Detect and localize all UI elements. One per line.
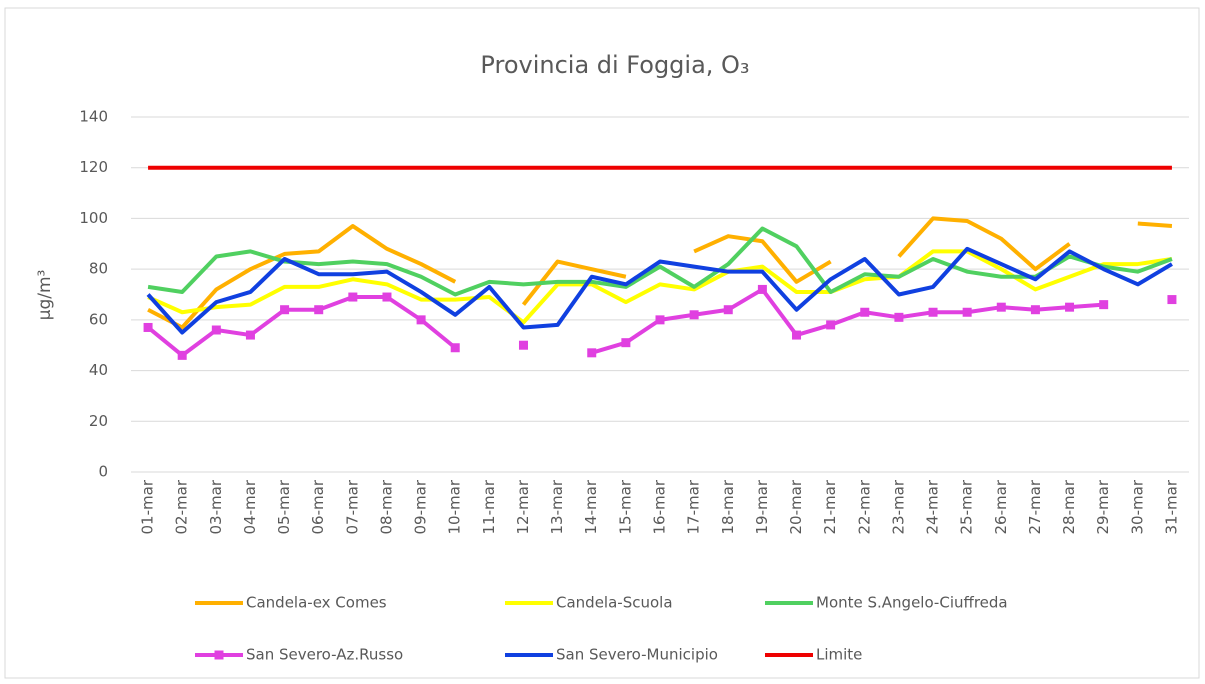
- point-marker: [382, 292, 392, 302]
- y-tick-label: 80: [89, 260, 108, 278]
- y-tick-label: 140: [79, 108, 108, 126]
- x-tick-label: 23-mar: [889, 479, 907, 534]
- x-tick-label: 05-mar: [275, 479, 293, 534]
- series-line: [147, 249, 1173, 325]
- point-marker: [245, 330, 255, 340]
- point-marker: [280, 305, 290, 315]
- point-marker: [621, 338, 631, 348]
- legend-label: Candela-Scuola: [556, 594, 673, 612]
- point-marker: [757, 284, 767, 294]
- x-tick-label: 08-mar: [377, 479, 395, 534]
- x-tick-label: 26-mar: [992, 479, 1010, 534]
- point-marker: [177, 350, 187, 360]
- series-line: [147, 216, 1173, 330]
- point-marker: [450, 343, 460, 353]
- point-marker: [348, 292, 358, 302]
- x-tick-label: 10-mar: [446, 479, 464, 534]
- x-tick-label: 24-mar: [924, 479, 942, 534]
- x-tick-label: 14-mar: [582, 479, 600, 534]
- point-marker: [416, 315, 426, 325]
- x-tick-label: 28-mar: [1060, 479, 1078, 534]
- x-tick-label: 01-mar: [139, 479, 157, 534]
- x-tick-label: 25-mar: [958, 479, 976, 534]
- point-marker: [314, 305, 324, 315]
- y-tick-label: 0: [98, 463, 108, 481]
- point-marker: [1167, 295, 1177, 305]
- point-marker: [962, 307, 972, 317]
- point-marker: [826, 320, 836, 330]
- chart-title: Provincia di Foggia, O₃: [480, 51, 749, 79]
- legend-label: Candela-ex Comes: [246, 594, 387, 612]
- legend-label: Limite: [816, 646, 862, 664]
- point-marker: [1065, 302, 1075, 312]
- point-marker: [723, 305, 733, 315]
- legend-label: San Severo-Az.Russo: [246, 646, 403, 664]
- y-tick-label: 20: [89, 412, 108, 430]
- x-tick-label: 29-mar: [1094, 479, 1112, 534]
- x-tick-label: 21-mar: [821, 479, 839, 534]
- x-tick-label: 22-mar: [855, 479, 873, 534]
- point-marker: [1030, 305, 1040, 315]
- x-tick-label: 19-mar: [753, 479, 771, 534]
- series-line: [146, 246, 1173, 335]
- point-marker: [860, 307, 870, 317]
- point-marker: [587, 348, 597, 358]
- y-tick-label: 120: [79, 158, 108, 176]
- x-tick-label: 17-mar: [685, 479, 703, 534]
- point-marker: [689, 310, 699, 320]
- x-tick-label: 09-mar: [412, 479, 430, 534]
- y-tick-label: 40: [89, 361, 108, 379]
- y-axis-label: µg/m³: [35, 270, 55, 321]
- x-tick-label: 13-mar: [548, 479, 566, 534]
- point-marker: [518, 340, 528, 350]
- x-tick-label: 30-mar: [1128, 479, 1146, 534]
- point-marker: [143, 322, 153, 332]
- legend-marker: [214, 650, 224, 660]
- point-marker: [928, 307, 938, 317]
- x-tick-label: 20-mar: [787, 479, 805, 534]
- x-tick-label: 07-mar: [343, 479, 361, 534]
- x-tick-label: 16-mar: [651, 479, 669, 534]
- y-tick-label: 60: [89, 310, 108, 328]
- point-marker: [211, 325, 221, 335]
- point-marker: [655, 315, 665, 325]
- x-tick-label: 15-mar: [616, 479, 634, 534]
- legend-label: Monte S.Angelo-Ciuffreda: [816, 594, 1008, 612]
- x-tick-label: 04-mar: [241, 479, 259, 534]
- x-tick-label: 11-mar: [480, 479, 498, 534]
- point-marker: [792, 330, 802, 340]
- x-tick-label: 31-mar: [1162, 479, 1180, 534]
- x-tick-label: 06-mar: [309, 479, 327, 534]
- point-marker: [996, 302, 1006, 312]
- x-tick-label: 12-mar: [514, 479, 532, 534]
- y-tick-label: 100: [79, 209, 108, 227]
- point-marker: [1099, 300, 1109, 310]
- x-tick-label: 27-mar: [1026, 479, 1044, 534]
- series-line: [147, 226, 1173, 297]
- legend-label: San Severo-Municipio: [556, 646, 718, 664]
- point-marker: [894, 312, 904, 322]
- chart-border: [4, 7, 1200, 679]
- x-tick-label: 03-mar: [207, 479, 225, 534]
- x-tick-label: 02-mar: [173, 479, 191, 534]
- x-tick-label: 18-mar: [719, 479, 737, 534]
